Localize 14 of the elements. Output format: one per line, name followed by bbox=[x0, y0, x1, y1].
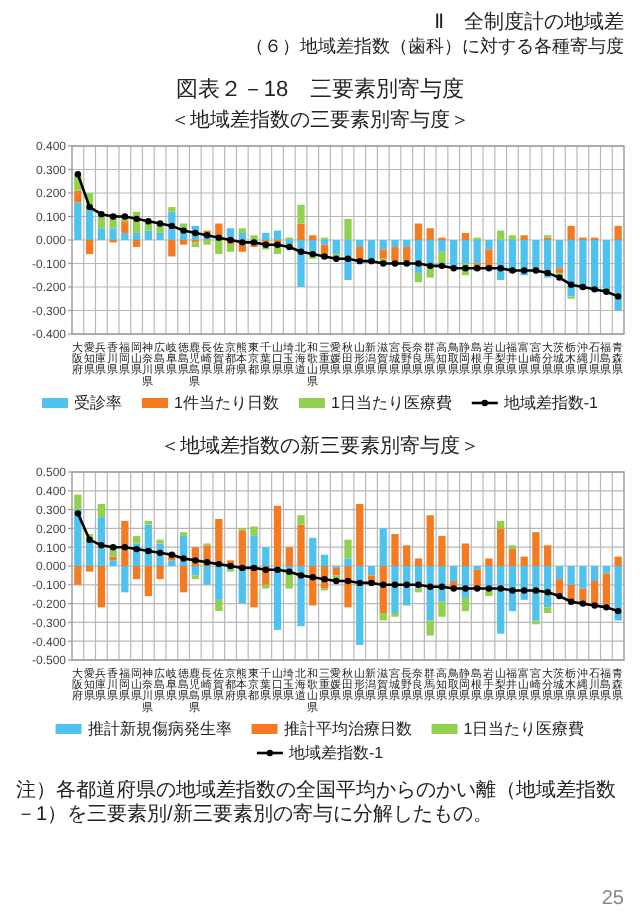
legend-label: 受診率 bbox=[73, 394, 122, 412]
legend-label: 推計平均治療日数 bbox=[283, 720, 412, 738]
chart-subtitle: ＜地域差指数の三要素別寄与度＞ bbox=[170, 108, 470, 132]
legend-label: 1日当たり医療費 bbox=[463, 720, 585, 738]
text: Ⅱ 全制度計の地域差 bbox=[434, 10, 624, 34]
legend-label: 1日当たり医療費 bbox=[330, 394, 452, 412]
text: 25 bbox=[601, 888, 625, 910]
text: （６）地域差指数（歯科）に対する各種寄与度 bbox=[246, 36, 624, 56]
legend-label: 1件当たり日数 bbox=[173, 394, 279, 412]
chart-title: ＜地域差指数の新三要素別寄与度＞ bbox=[160, 434, 480, 458]
legend-label: 地域差指数-1 bbox=[286, 744, 385, 762]
chart-title: 図表２－18 三要素別寄与度 bbox=[175, 76, 465, 102]
legend-label: 地域差指数-1 bbox=[501, 394, 600, 412]
legend-label: 推計新規傷病発生率 bbox=[87, 720, 232, 738]
